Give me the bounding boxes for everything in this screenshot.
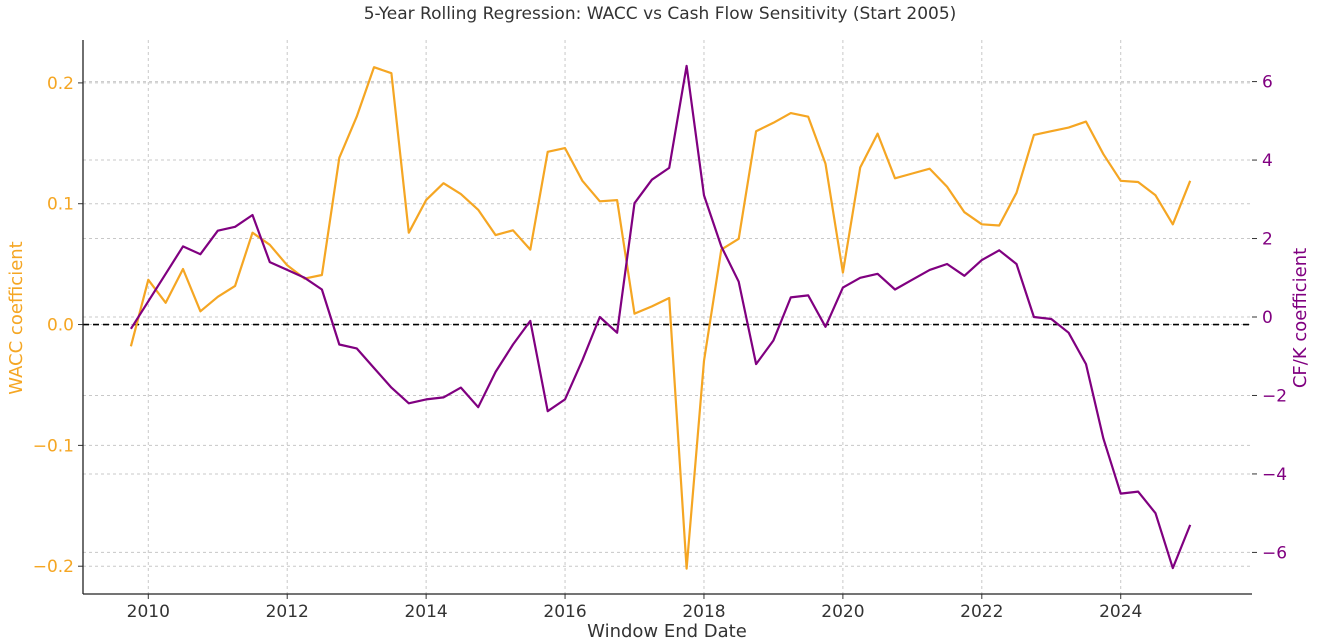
x-tick-label: 2020 [821,602,864,622]
y-right-tick-label: 6 [1262,73,1273,93]
y-right-tick-label: −2 [1262,386,1287,406]
y-left-tick-label: −0.2 [33,557,74,577]
x-tick-label: 2012 [266,602,309,622]
gridlines [83,40,1252,594]
y-axis-left-label: WACC coefficient [6,241,27,395]
series-lines [129,64,1192,570]
y-right-tick-label: 0 [1262,308,1273,328]
y-left-tick-label: 0.1 [47,195,74,215]
x-tick-label: 2022 [960,602,1003,622]
x-tick-label: 2014 [404,602,447,622]
x-axis-label: Window End Date [587,621,747,641]
wacc-coefficient-line [129,66,1192,570]
x-tick-label: 2010 [127,602,170,622]
x-tick-label: 2024 [1099,602,1142,622]
y-right-tick-label: 2 [1262,230,1273,250]
axes: 2010 2012 2014 2016 2018 2020 2022 2024 0.2 0.1 0.… [33,40,1287,622]
y-right-tick-label: −4 [1262,465,1287,485]
y-left-tick-label: 0.2 [47,74,74,94]
chart-title: 5-Year Rolling Regression: WACC vs Cash … [364,4,957,24]
x-tick-label: 2016 [543,602,586,622]
x-tick-label: 2018 [682,602,725,622]
cfk-coefficient-line [129,64,1192,570]
y-axis-right-label: CF/K coefficient [1290,248,1311,388]
y-right-tick-label: −6 [1262,543,1287,563]
y-left-tick-label: 0.0 [47,316,74,336]
y-left-tick-label: −0.1 [33,436,74,456]
y-right-tick-label: 4 [1262,151,1273,171]
